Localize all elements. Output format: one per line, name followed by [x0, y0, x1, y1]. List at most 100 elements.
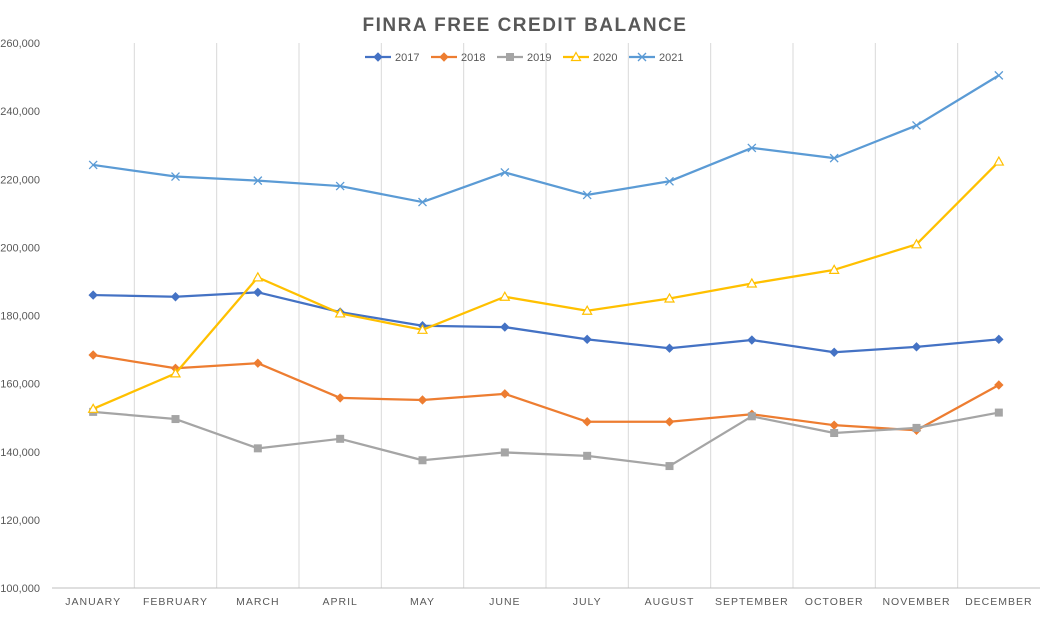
data-point-2021 — [829, 153, 839, 163]
legend-label: 2017 — [395, 52, 419, 64]
y-tick-label: 100,000 — [0, 583, 40, 595]
data-point-2020 — [993, 155, 1005, 166]
data-point-2020 — [828, 264, 840, 274]
legend-label: 2021 — [659, 52, 683, 64]
data-point-2021 — [582, 190, 592, 200]
data-point-2017 — [88, 290, 98, 300]
data-point-2020 — [581, 305, 593, 315]
data-point-2021 — [418, 197, 427, 207]
data-point-2021 — [335, 181, 345, 191]
legend-item-2018: 2018 — [431, 52, 485, 64]
y-tick-label: 220,000 — [0, 174, 40, 186]
x-axis-ticks: JANUARY FEBRUARY MARCH APRIL MAY JUNE JULY AUGU… — [65, 596, 1033, 608]
y-axis-ticks: 100,000 120,000 140,000 160,000 180,000 200,0… — [0, 38, 40, 595]
data-point-2019 — [253, 444, 262, 453]
legend-marker — [373, 52, 383, 62]
x-tick-label: FEBRUARY — [143, 596, 208, 608]
data-point-2019 — [583, 451, 592, 460]
x-tick-label: JULY — [573, 596, 602, 608]
data-point-2021 — [253, 176, 263, 186]
y-tick-label: 180,000 — [0, 311, 40, 323]
x-tick-label: OCTOBER — [805, 596, 864, 608]
x-tick-label: DECEMBER — [965, 596, 1033, 608]
legend-item-2021: 2021 — [629, 52, 683, 64]
x-tick-label: JUNE — [489, 596, 520, 608]
legend-marker — [570, 51, 582, 62]
data-point-2019 — [500, 448, 509, 457]
data-point-2018 — [500, 389, 510, 399]
series-line-2018 — [92, 353, 1000, 432]
data-point-2017 — [994, 334, 1004, 345]
data-point-2017 — [500, 322, 510, 332]
data-point-2018 — [417, 395, 428, 405]
x-tick-label: SEPTEMBER — [715, 596, 789, 608]
legend-marker — [506, 53, 514, 61]
data-point-2018 — [582, 417, 592, 427]
data-point-2017 — [170, 292, 181, 302]
data-point-2021 — [665, 176, 674, 186]
data-point-2018 — [829, 420, 839, 430]
data-point-2018 — [664, 417, 675, 427]
data-point-2020 — [416, 324, 429, 334]
series-2018 — [88, 350, 1004, 435]
series-line-2021 — [93, 74, 1000, 204]
x-tick-label: NOVEMBER — [882, 596, 950, 608]
x-tick-label: MAY — [410, 596, 435, 608]
legend-label: 2018 — [461, 52, 485, 64]
data-point-2017 — [829, 347, 839, 357]
data-point-2020 — [334, 307, 346, 318]
gridlines — [52, 43, 1040, 589]
y-tick-label: 120,000 — [0, 515, 40, 527]
data-point-2017 — [664, 343, 675, 353]
y-tick-label: 160,000 — [0, 379, 40, 391]
data-point-2021 — [171, 172, 180, 181]
data-point-2021 — [912, 120, 921, 130]
data-point-2018 — [994, 380, 1004, 390]
y-tick-label: 240,000 — [0, 106, 40, 118]
data-point-2017 — [747, 335, 757, 345]
legend: 2017 2018 2019 2020 2021 — [365, 51, 683, 64]
data-point-2019 — [336, 434, 345, 443]
legend-marker — [439, 52, 449, 62]
series-2020 — [87, 155, 1005, 413]
series-line-2020 — [92, 160, 1000, 410]
data-point-2019 — [994, 408, 1003, 417]
series-group — [87, 70, 1005, 471]
data-point-2018 — [253, 358, 263, 368]
data-point-2017 — [253, 287, 263, 298]
data-point-2020 — [910, 238, 923, 249]
data-point-2019 — [418, 456, 427, 465]
data-point-2019 — [665, 462, 674, 471]
y-tick-label: 260,000 — [0, 38, 40, 50]
data-point-2018 — [88, 350, 98, 360]
data-point-2020 — [499, 291, 511, 301]
legend-item-2020: 2020 — [563, 51, 617, 64]
data-point-2019 — [912, 423, 921, 432]
data-point-2020 — [252, 271, 264, 282]
y-tick-label: 140,000 — [0, 447, 40, 459]
legend-label: 2020 — [593, 52, 617, 64]
legend-item-2019: 2019 — [497, 52, 551, 64]
chart-title: FINRA FREE CREDIT BALANCE — [363, 15, 688, 36]
y-tick-label: 200,000 — [0, 242, 40, 254]
series-2021 — [88, 70, 1004, 207]
data-point-2021 — [747, 143, 757, 153]
legend-item-2017: 2017 — [365, 52, 419, 64]
x-tick-label: AUGUST — [645, 596, 695, 608]
data-point-2017 — [582, 334, 592, 345]
data-point-2020 — [87, 403, 99, 413]
legend-label: 2019 — [527, 52, 551, 64]
legend-marker — [637, 52, 647, 62]
series-line-2019 — [93, 410, 1000, 468]
data-point-2020 — [663, 292, 676, 303]
data-point-2018 — [335, 393, 345, 403]
data-point-2019 — [747, 412, 756, 421]
data-point-2021 — [88, 160, 98, 170]
data-point-2021 — [500, 167, 510, 177]
data-point-2017 — [911, 342, 922, 352]
x-tick-label: MARCH — [236, 596, 280, 608]
data-point-2021 — [994, 70, 1004, 80]
data-point-2020 — [746, 277, 758, 288]
x-tick-label: JANUARY — [65, 596, 121, 608]
